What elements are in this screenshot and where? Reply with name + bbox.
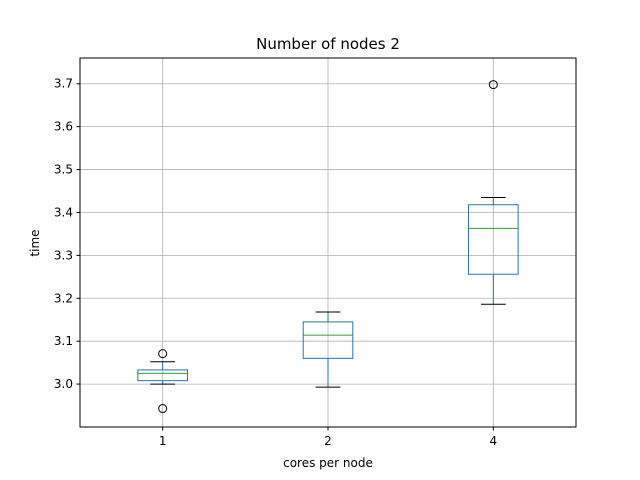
boxes — [137, 80, 519, 414]
box-group-4 — [468, 80, 519, 305]
x-tick-label: 4 — [490, 434, 498, 448]
y-tick-label: 3.5 — [54, 163, 73, 177]
y-axis-label: time — [28, 229, 42, 256]
outlier-point — [158, 404, 168, 414]
box-iqr — [137, 369, 188, 382]
chart-title: Number of nodes 2 — [256, 35, 400, 53]
y-tick-label: 3.4 — [54, 205, 73, 219]
plot-frame — [79, 57, 577, 428]
x-tick-label: 1 — [159, 434, 167, 448]
x-axis-label: cores per node — [283, 456, 373, 470]
x-tick-label: 2 — [324, 434, 332, 448]
outlier-point — [158, 349, 168, 359]
box-iqr — [468, 204, 519, 275]
y-tick-label: 3.0 — [54, 377, 73, 391]
y-tick-label: 3.2 — [54, 291, 73, 305]
y-tick-label: 3.7 — [54, 77, 73, 91]
y-axis-ticks: 3.0 3.1 3.2 3.3 3.4 3.5 3.6 3.7 — [54, 77, 80, 391]
box-iqr — [302, 321, 354, 359]
outlier-point — [488, 80, 498, 90]
x-axis-ticks: 1 2 4 — [159, 427, 497, 448]
y-tick-label: 3.1 — [54, 334, 73, 348]
y-tick-label: 3.3 — [54, 248, 73, 262]
box-group-1 — [137, 349, 188, 414]
box-group-2 — [302, 311, 354, 388]
y-tick-label: 3.6 — [54, 120, 73, 134]
